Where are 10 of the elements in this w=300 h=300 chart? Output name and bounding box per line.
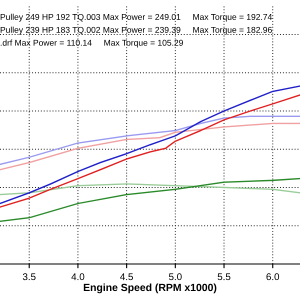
- x-tick-label: 5.5: [218, 273, 230, 280]
- x-tick-label: 4.5: [120, 273, 133, 280]
- text: .drf Max Power = 110.14 Max Torque = 105.29: [0, 40, 183, 48]
- text: Pulley 239 HP 183 TQ.002 Max Power = 239.39 Max Torque = 182.96: [0, 26, 272, 35]
- x-tick-label: 6.0: [266, 273, 280, 280]
- x-tick-label: 4.0: [71, 273, 84, 280]
- x-tick-label: 3.5: [22, 273, 36, 280]
- x-tick-label: 5.0: [168, 273, 182, 280]
- x-axis-title: Engine Speed (RPM x1000): [84, 283, 216, 294]
- text: Pulley 249 HP 192 TQ.003 Max Power = 249.01 Max Torque = 192.74: [0, 14, 272, 22]
